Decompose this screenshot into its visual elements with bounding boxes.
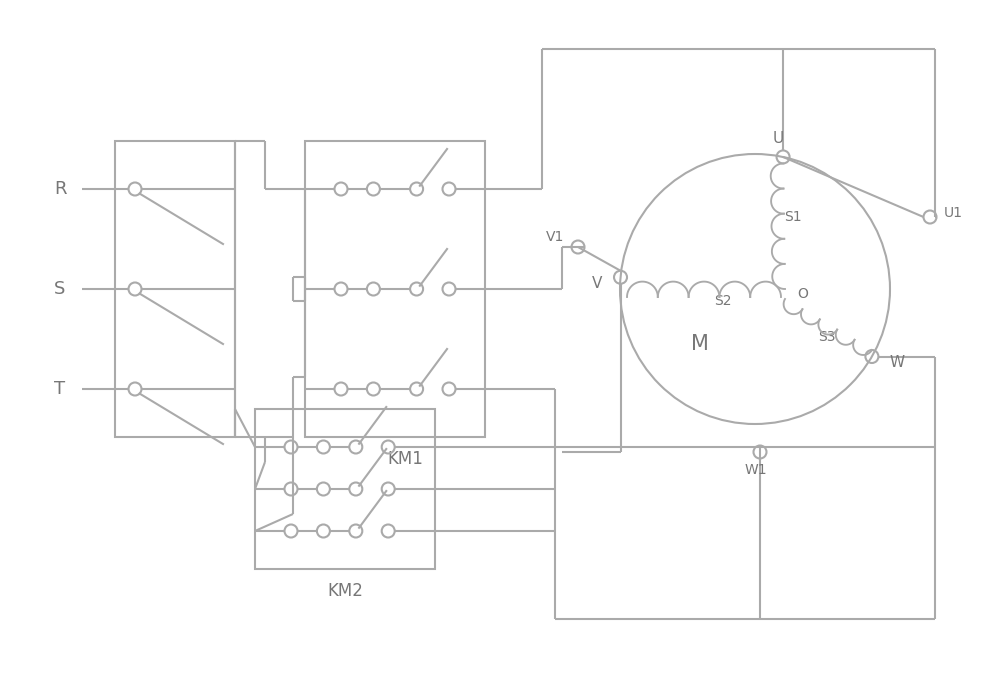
Text: U: U xyxy=(772,131,784,146)
Text: KM1: KM1 xyxy=(387,450,423,468)
Text: S2: S2 xyxy=(714,294,732,308)
Bar xyxy=(115,141,235,437)
Text: S: S xyxy=(54,280,66,298)
Text: W1: W1 xyxy=(745,463,767,477)
Bar xyxy=(305,141,485,437)
Text: R: R xyxy=(54,180,66,198)
Text: S1: S1 xyxy=(784,210,802,224)
Text: U1: U1 xyxy=(944,206,963,220)
Bar xyxy=(255,409,435,569)
Text: KM2: KM2 xyxy=(327,582,363,600)
Text: M: M xyxy=(691,334,709,354)
Text: V1: V1 xyxy=(546,230,564,244)
Text: V: V xyxy=(592,276,603,290)
Text: T: T xyxy=(54,380,66,398)
Text: S3: S3 xyxy=(818,330,836,344)
Text: W: W xyxy=(890,355,905,370)
Text: O: O xyxy=(797,287,808,301)
